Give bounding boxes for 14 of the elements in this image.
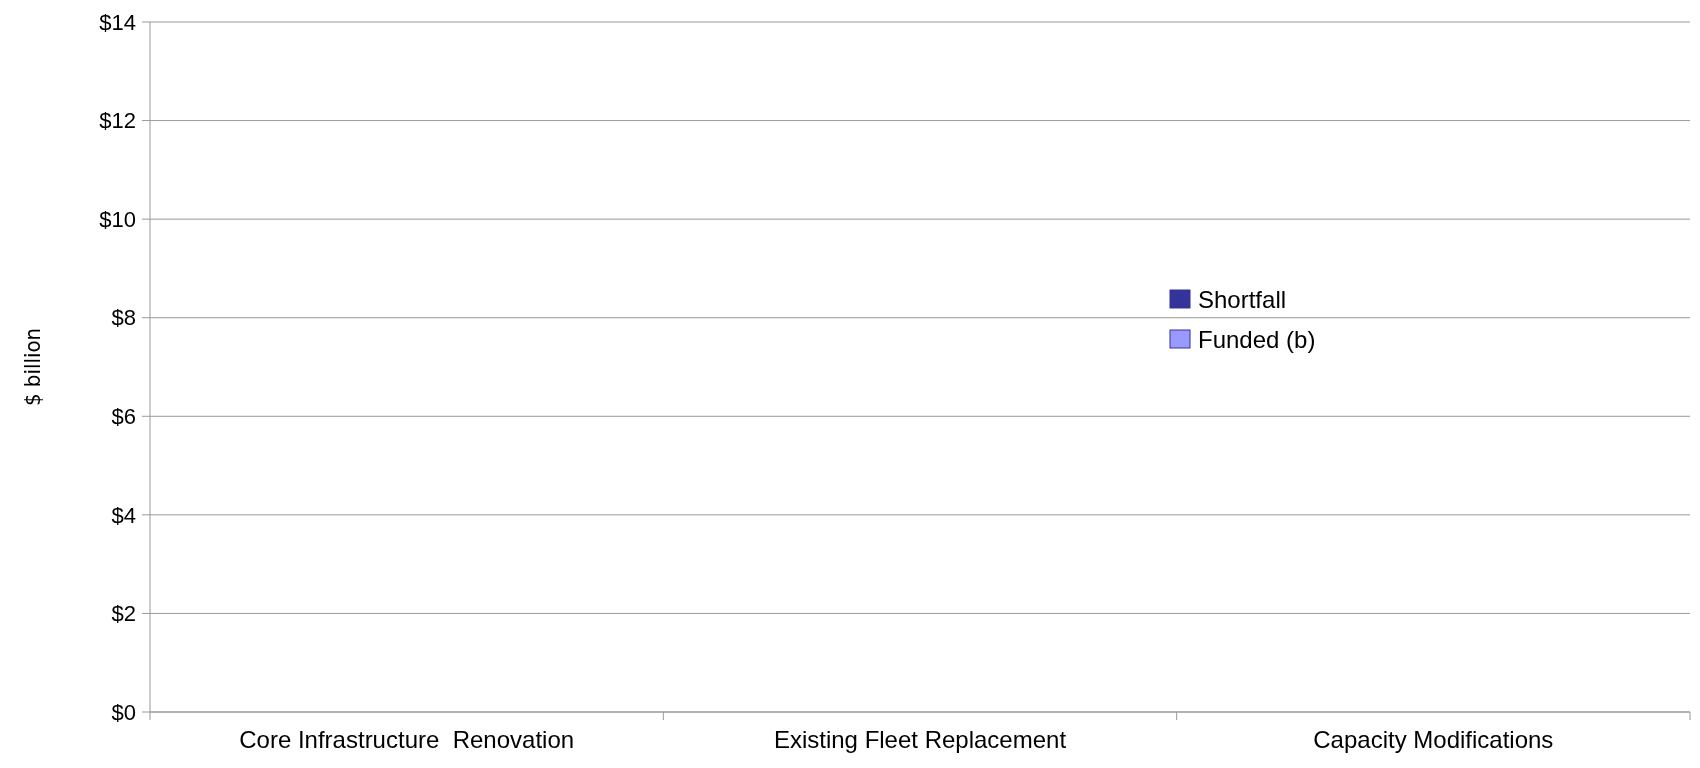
x-tick-label: Core Infrastructure Renovation	[239, 726, 575, 753]
x-tick-label: Existing Fleet Replacement	[773, 726, 1067, 753]
legend-label: Funded (b)	[1198, 326, 1316, 354]
y-tick-label: $6	[111, 403, 136, 429]
y-tick-label: $2	[111, 601, 136, 627]
y-tick-label: $10	[99, 206, 136, 232]
x-tick-label: Capacity Modifications	[1313, 726, 1554, 753]
y-tick-label: $12	[99, 108, 136, 134]
y-axis-title: $ billion	[20, 327, 45, 407]
y-tick-label: $0	[111, 699, 136, 725]
y-tick-label: $4	[111, 502, 136, 528]
y-tick-label: $14	[99, 9, 136, 35]
legend-label: Shortfall	[1198, 286, 1287, 314]
y-tick-label: $8	[111, 305, 136, 331]
